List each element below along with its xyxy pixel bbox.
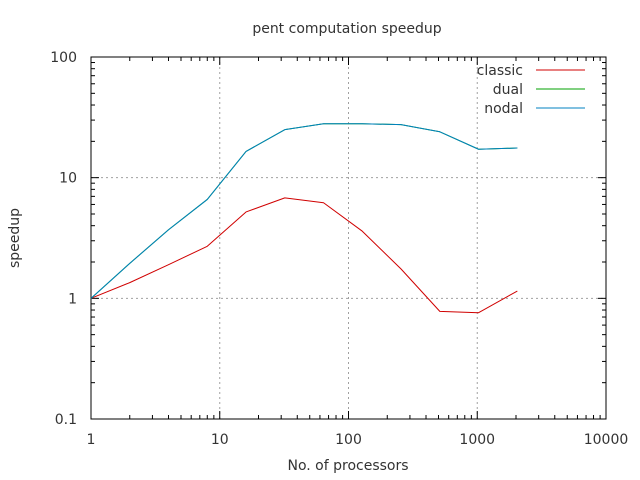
chart-title: pent computation speedup [252,21,441,37]
y-tick-label: 10 [59,171,77,187]
series-line-dual [90,123,518,299]
axis-ticks: 1 10 100 1000 10000 0.1 1 10 100 [50,50,628,448]
legend: classic dual nodal [477,63,585,117]
x-tick-label: 100 [335,432,362,448]
legend-label-classic: classic [477,63,523,79]
series-line-nodal [90,123,518,299]
legend-label-dual: dual [493,82,523,98]
x-tick-label: 1 [87,432,96,448]
x-tick-label: 10000 [584,432,629,448]
y-tick-label: 1 [68,291,77,307]
y-tick-label: 0.1 [55,412,77,428]
x-axis-label: No. of processors [287,458,408,474]
x-tick-label: 10 [211,432,229,448]
y-axis-label: speedup [7,208,23,268]
grid [91,57,606,419]
series-line-classic [90,197,518,314]
x-tick-label: 1000 [459,432,495,448]
legend-label-nodal: nodal [484,101,523,117]
y-tick-label: 100 [50,50,77,66]
series-lines [90,123,518,314]
